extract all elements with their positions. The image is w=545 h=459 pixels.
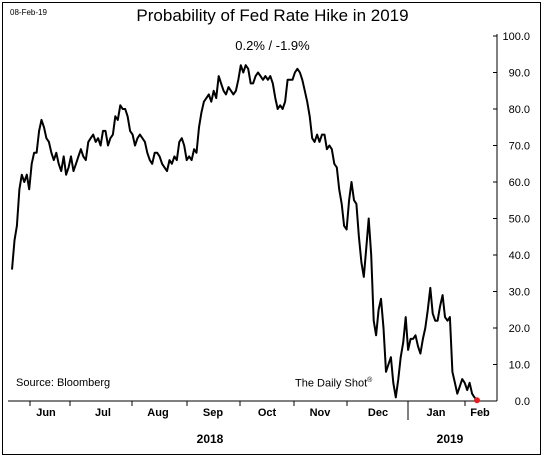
brand-name: The Daily Shot — [295, 377, 368, 390]
y-tick-label: 50.0 — [509, 214, 530, 226]
x-month-label: Aug — [147, 407, 168, 419]
brand-credit: The Daily Shot® — [295, 377, 372, 390]
x-month-label: Sep — [203, 407, 223, 419]
x-year-label: 2018 — [197, 432, 224, 446]
y-tick-label: 90.0 — [509, 68, 530, 80]
x-month-label: Feb — [470, 407, 490, 419]
last-value-marker — [474, 397, 480, 404]
y-tick-label: 40.0 — [509, 250, 530, 262]
x-month-label: Jul — [95, 407, 111, 419]
brand-mark: ® — [367, 377, 373, 384]
y-tick-label: 10.0 — [509, 360, 530, 372]
x-year-label: 2019 — [437, 432, 464, 446]
y-tick-label: 80.0 — [509, 104, 530, 116]
x-month-label: Jan — [427, 407, 446, 419]
y-tick-label: 60.0 — [509, 177, 530, 189]
as-of-date: 08-Feb-19 — [10, 8, 47, 17]
x-month-label: Dec — [368, 407, 388, 419]
y-tick-label: 100.0 — [502, 31, 530, 43]
x-month-label: Nov — [310, 407, 332, 419]
y-tick-label: 30.0 — [509, 287, 530, 299]
series-line — [11, 64, 478, 401]
chart-subtitle: 0.2% / -1.9% — [235, 38, 310, 53]
y-tick-label: 70.0 — [509, 141, 530, 153]
x-month-label: Jun — [36, 407, 56, 419]
source-note: Source: Bloomberg — [16, 377, 111, 389]
x-month-label: Oct — [258, 407, 277, 419]
y-tick-label: 0.0 — [515, 396, 530, 408]
chart-frame — [2, 2, 541, 455]
chart-title: Probability of Fed Rate Hike in 2019 — [136, 6, 409, 25]
y-tick-label: 20.0 — [509, 323, 530, 335]
